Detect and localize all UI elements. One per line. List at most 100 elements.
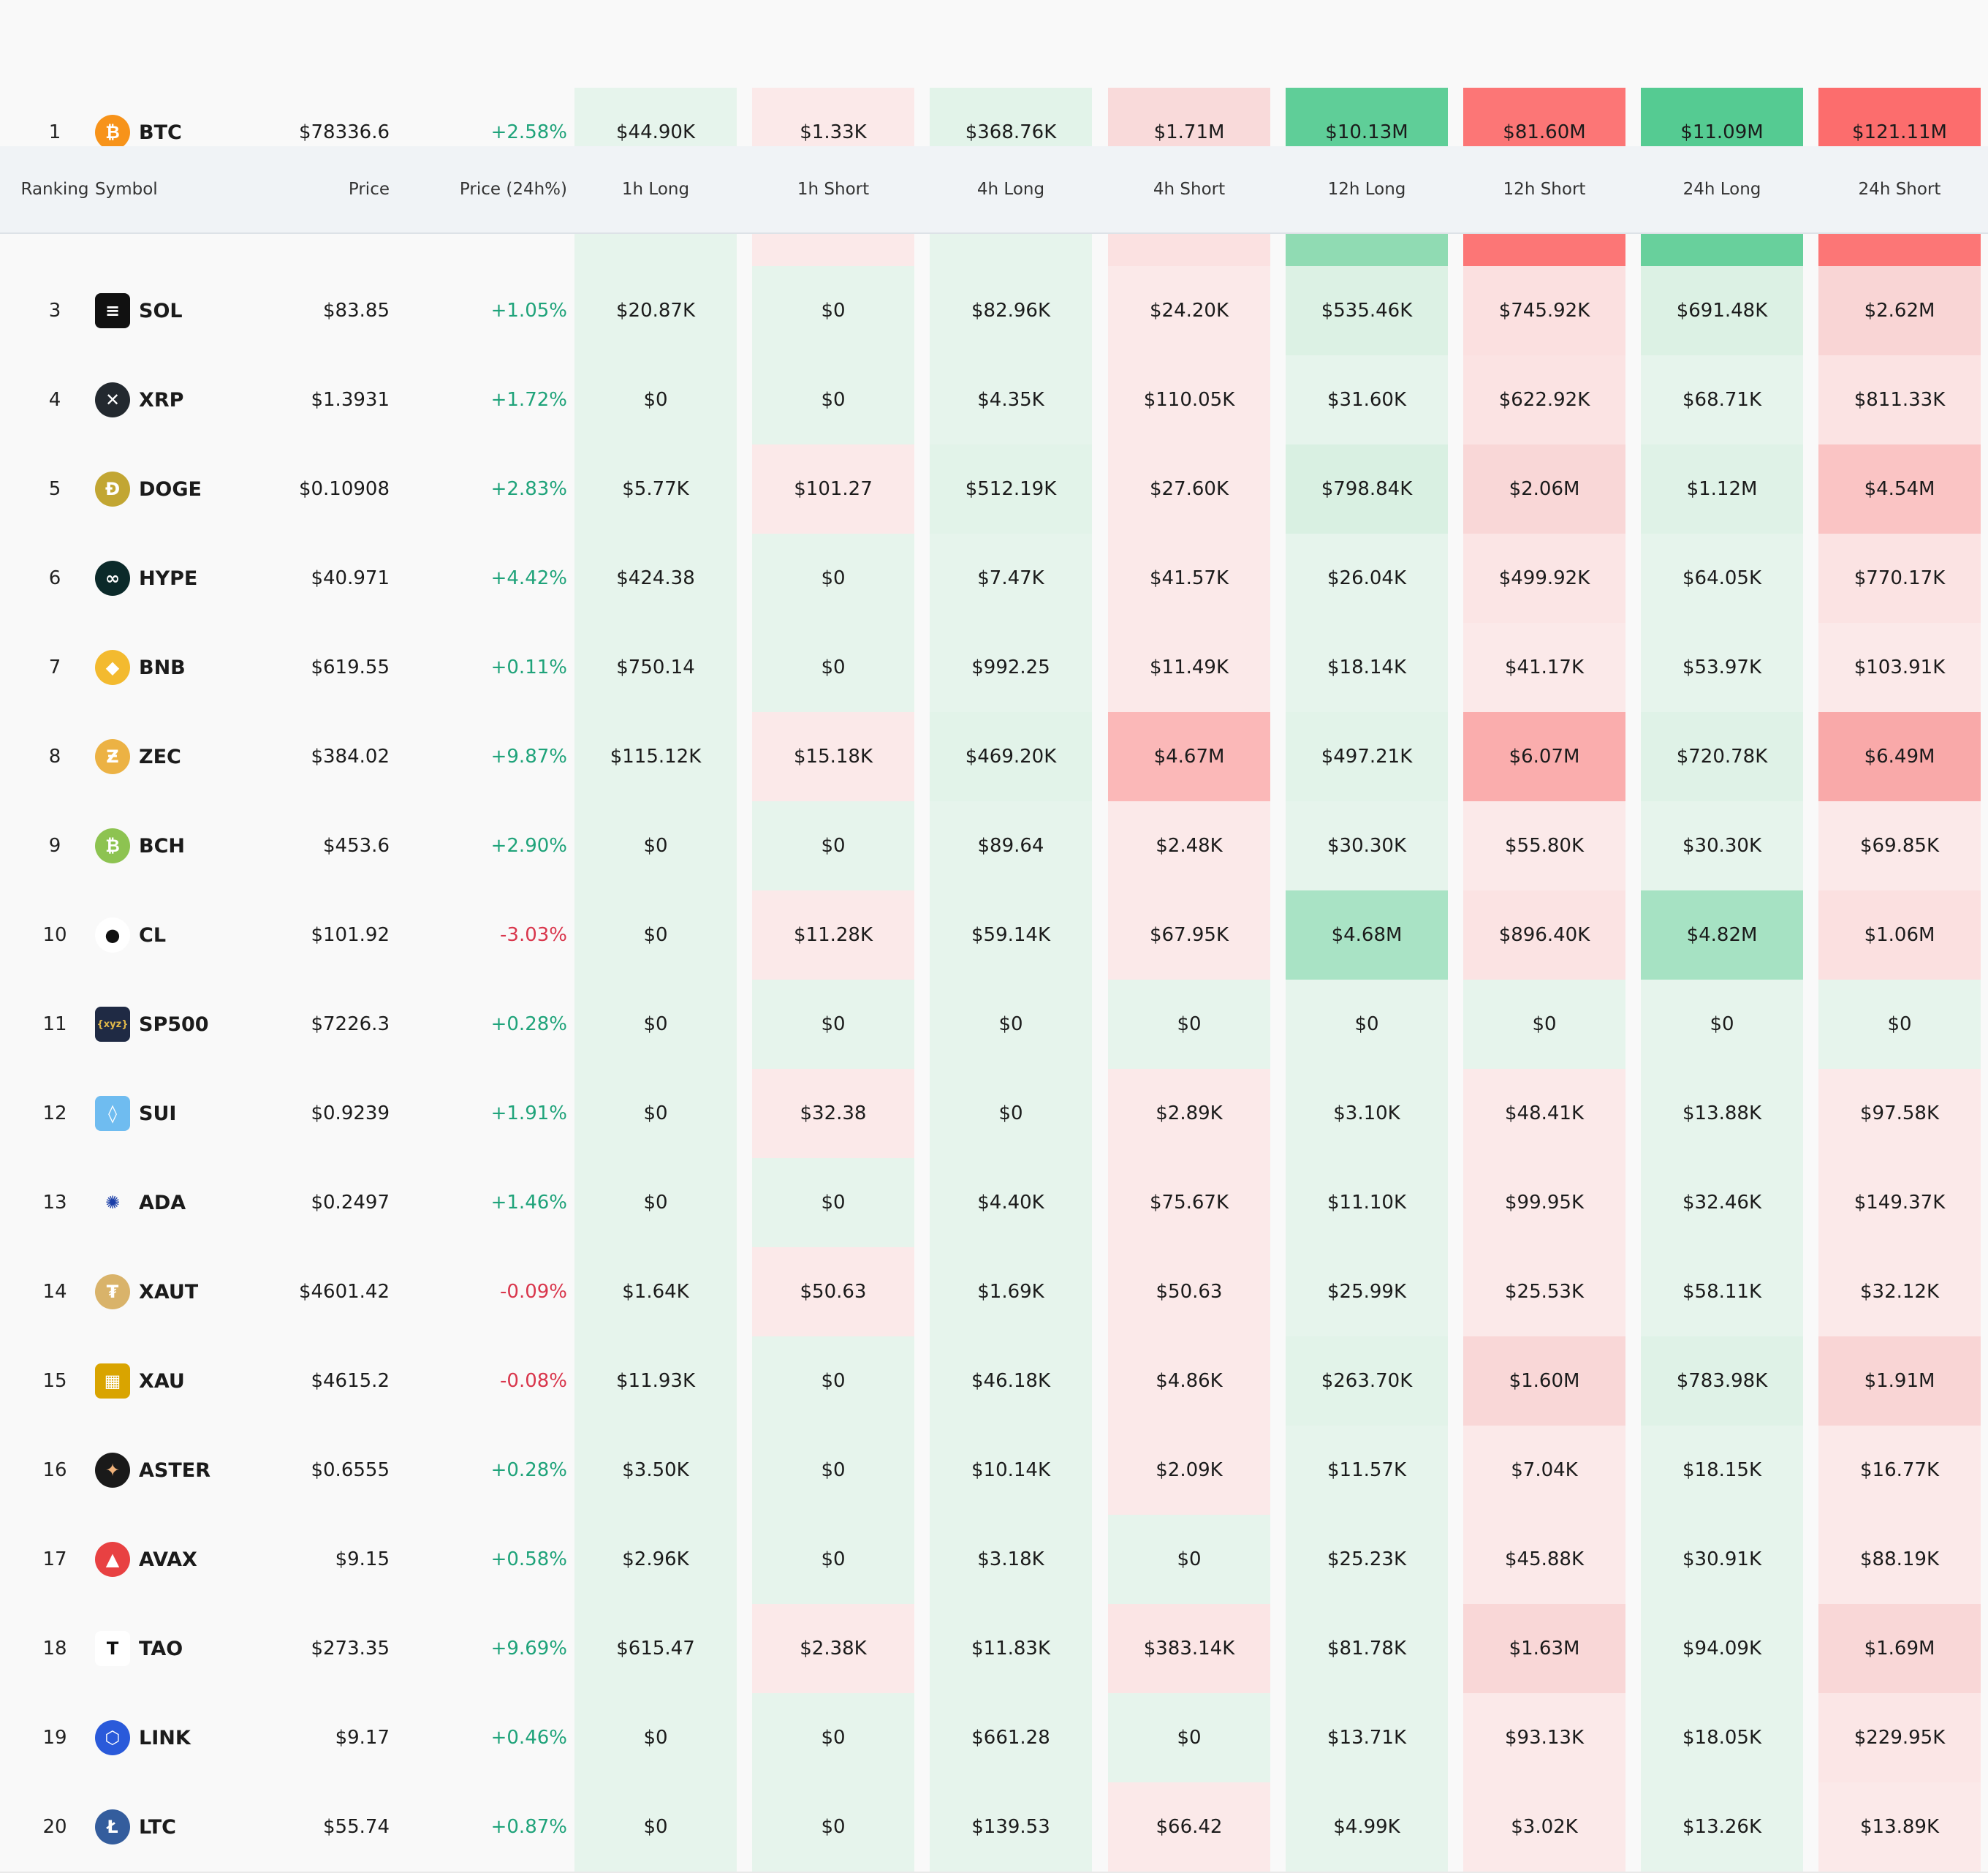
symbol-cell[interactable]: {xyz} SP500	[95, 980, 241, 1069]
bitcoin-icon: ₿	[95, 115, 130, 150]
avalanche-icon: ▲	[95, 1542, 130, 1577]
table-row[interactable]: $615.47 $2.38K $11.83K $383.14K $81.78K $1.63…	[0, 1604, 1988, 1695]
table-row[interactable]: $424.38 $0 $7.47K $41.57K $26.04K $499.92K $64…	[0, 534, 1988, 624]
symbol-cell[interactable]: ● CL	[95, 890, 241, 980]
symbol-cell[interactable]: ⬡ LINK	[95, 1693, 241, 1782]
value-1h-long: $0	[574, 1693, 737, 1782]
value-24h-short: $811.33K	[1818, 355, 1981, 444]
header-12h-short[interactable]: 12h Short	[1503, 180, 1586, 199]
value-4h-short: $0	[1108, 1693, 1270, 1782]
symbol-cell[interactable]: T TAO	[95, 1604, 241, 1693]
header-1h-long[interactable]: 1h Long	[621, 180, 690, 199]
table-row[interactable]: $115.12K $15.18K $469.20K $4.67M $497.21K $6.…	[0, 712, 1988, 803]
value-12h-long: $0	[1286, 980, 1448, 1069]
symbol-label: SOL	[139, 299, 183, 322]
symbol-cell[interactable]: ✦ ASTER	[95, 1426, 241, 1515]
symbol-cell[interactable]: Ł LTC	[95, 1782, 241, 1872]
value-24h-short: $97.58K	[1818, 1069, 1981, 1158]
header-price[interactable]: Price	[348, 180, 390, 199]
symbol-cell[interactable]: ✕ XRP	[95, 355, 241, 444]
table-row[interactable]: $0 $0 $4.35K $110.05K $31.60K $622.92K $68.71K…	[0, 355, 1988, 446]
value-12h-long: $13.71K	[1286, 1693, 1448, 1782]
symbol-cell[interactable]: ₿ BTC	[95, 88, 241, 177]
value-1h-long: $615.47	[574, 1604, 737, 1693]
symbol-label: XAUT	[139, 1280, 199, 1303]
value-1h-short: $0	[752, 355, 914, 444]
table-row[interactable]: $0 $0 $661.28 $0 $13.71K $93.13K $18.05K $229.9…	[0, 1693, 1988, 1784]
value-12h-long: $31.60K	[1286, 355, 1448, 444]
value-4h-long: $139.53	[930, 1782, 1092, 1872]
symbol-cell[interactable]: ✺ ADA	[95, 1158, 241, 1247]
value-24h-short: $1.69M	[1818, 1604, 1981, 1693]
table-row[interactable]: $0 $0 $139.53 $66.42 $4.99K $3.02K $13.26K $13.…	[0, 1782, 1988, 1873]
symbol-cell[interactable]: ▲ AVAX	[95, 1515, 241, 1604]
value-24h-short: $149.37K	[1818, 1158, 1981, 1247]
symbol-label: HYPE	[139, 567, 198, 590]
value-1h-short: $0	[752, 1158, 914, 1247]
table-row[interactable]: $5.77K $101.27 $512.19K $27.60K $798.84K $2.0…	[0, 444, 1988, 535]
value-4h-long: $4.35K	[930, 355, 1092, 444]
symbol-label: SP500	[139, 1013, 209, 1036]
table-row[interactable]: $20.87K $0 $82.96K $24.20K $535.46K $745.92K $…	[0, 266, 1988, 357]
header-ranking[interactable]: Ranking	[20, 180, 89, 199]
symbol-cell[interactable]: ₿ BCH	[95, 801, 241, 890]
price: $1.3931	[311, 389, 390, 411]
value-1h-short: $0	[752, 1782, 914, 1872]
value-4h-short: $27.60K	[1108, 444, 1270, 534]
table-row[interactable]: $11.93K $0 $46.18K $4.86K $263.70K $1.60M $783…	[0, 1336, 1988, 1427]
ranking: 5	[48, 478, 61, 500]
table-row[interactable]: $2.96K $0 $3.18K $0 $25.23K $45.88K $30.91K $88…	[0, 1515, 1988, 1605]
symbol-cell[interactable]: ≡ SOL	[95, 266, 241, 355]
price: $0.6555	[311, 1459, 390, 1481]
value-12h-long: $25.99K	[1286, 1247, 1448, 1336]
table-row[interactable]: $1.64K $50.63 $1.69K $50.63 $25.99K $25.53K $5…	[0, 1247, 1988, 1338]
ranking: 15	[42, 1370, 67, 1392]
price: $4615.2	[311, 1370, 390, 1392]
table-row[interactable]: $0 $0 $4.40K $75.67K $11.10K $99.95K $32.46K $1…	[0, 1158, 1988, 1249]
value-4h-long: $10.14K	[930, 1426, 1092, 1515]
header-24h-short[interactable]: 24h Short	[1858, 180, 1941, 199]
price: $4601.42	[298, 1281, 390, 1303]
ranking: 4	[48, 389, 61, 411]
header-symbol[interactable]: Symbol	[95, 180, 158, 199]
value-4h-short: $4.67M	[1108, 712, 1270, 801]
table-row[interactable]: $0 $32.38 $0 $2.89K $3.10K $48.41K $13.88K $97.…	[0, 1069, 1988, 1159]
symbol-cell[interactable]: ▦ XAU	[95, 1336, 241, 1426]
value-4h-short: $2.48K	[1108, 801, 1270, 890]
value-4h-short: $2.09K	[1108, 1426, 1270, 1515]
value-4h-short: $383.14K	[1108, 1604, 1270, 1693]
value-12h-short: $6.07M	[1463, 712, 1625, 801]
symbol-cell[interactable]: ◊ SUI	[95, 1069, 241, 1158]
value-12h-long: $81.78K	[1286, 1604, 1448, 1693]
price-change: +9.87%	[490, 746, 567, 768]
header-1h-short[interactable]: 1h Short	[797, 180, 870, 199]
symbol-cell[interactable]: ◆ BNB	[95, 623, 241, 712]
table-row[interactable]: $0 $0 $0 $0 $0 $0 $0 $0 11 {xyz} SP500 $7226.3 +0.28…	[0, 980, 1988, 1070]
price: $101.92	[311, 924, 390, 946]
table-row[interactable]: $0 $11.28K $59.14K $67.95K $4.68M $896.40K $4.…	[0, 890, 1988, 981]
table-row[interactable]: $3.50K $0 $10.14K $2.09K $11.57K $7.04K $18.15…	[0, 1426, 1988, 1516]
table-row[interactable]: $0 $0 $89.64 $2.48K $30.30K $55.80K $30.30K $69…	[0, 801, 1988, 892]
table-row[interactable]: $750.14 $0 $992.25 $11.49K $18.14K $41.17K $53…	[0, 623, 1988, 714]
symbol-cell[interactable]: ₮ XAUT	[95, 1247, 241, 1336]
price: $83.85	[323, 300, 390, 322]
symbol-cell[interactable]: Ƶ ZEC	[95, 712, 241, 801]
header-24h-long[interactable]: 24h Long	[1682, 180, 1761, 199]
value-1h-long: $750.14	[574, 623, 737, 712]
header-4h-long[interactable]: 4h Long	[976, 180, 1045, 199]
value-4h-short: $67.95K	[1108, 890, 1270, 980]
price-change: +1.91%	[490, 1102, 567, 1124]
header-4h-short[interactable]: 4h Short	[1153, 180, 1226, 199]
value-4h-short: $2.89K	[1108, 1069, 1270, 1158]
value-24h-long: $64.05K	[1641, 534, 1803, 623]
header-price-change[interactable]: Price (24h%)	[459, 180, 567, 199]
symbol-cell[interactable]: Ð DOGE	[95, 444, 241, 534]
symbol-cell[interactable]: ∞ HYPE	[95, 534, 241, 623]
symbol-label: ASTER	[139, 1458, 210, 1482]
header-12h-long[interactable]: 12h Long	[1327, 180, 1406, 199]
value-4h-short: $4.86K	[1108, 1336, 1270, 1426]
ranking: 10	[42, 924, 67, 946]
symbol-label: DOGE	[139, 477, 202, 501]
price-change: +0.87%	[490, 1816, 567, 1838]
value-24h-long: $13.26K	[1641, 1782, 1803, 1872]
